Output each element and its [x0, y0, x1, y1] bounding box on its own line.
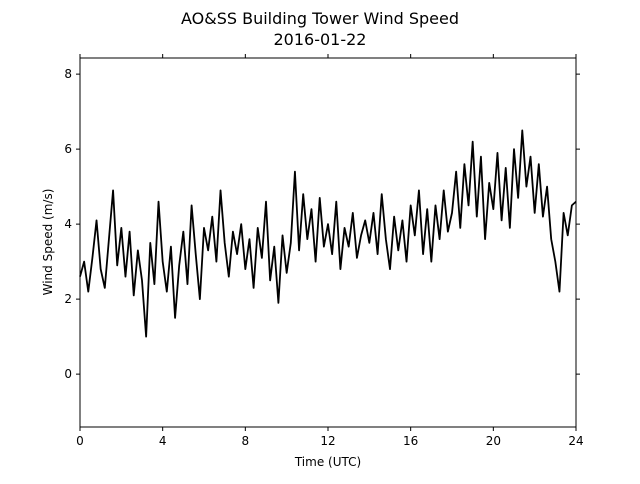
- x-tick-label: 20: [486, 434, 501, 448]
- y-tick-label: 8: [64, 67, 72, 81]
- chart-subtitle: 2016-01-22: [274, 30, 367, 49]
- x-tick-label: 16: [403, 434, 418, 448]
- y-tick-label: 2: [64, 292, 72, 306]
- x-axis-label: Time (UTC): [294, 455, 361, 469]
- line-series: [79, 129, 577, 338]
- chart-title: AO&SS Building Tower Wind Speed: [181, 9, 459, 28]
- plot-frame: [79, 57, 577, 428]
- x-tick-label: 12: [320, 434, 335, 448]
- x-tick-label: 4: [159, 434, 167, 448]
- y-tick-label: 6: [64, 142, 72, 156]
- x-tick-label: 0: [76, 434, 84, 448]
- y-tick-label: 4: [64, 217, 72, 231]
- y-axis-label: Wind Speed (m/s): [41, 189, 55, 296]
- y-tick-label: 0: [64, 367, 72, 381]
- x-tick-label: 8: [242, 434, 250, 448]
- x-tick-label: 24: [568, 434, 583, 448]
